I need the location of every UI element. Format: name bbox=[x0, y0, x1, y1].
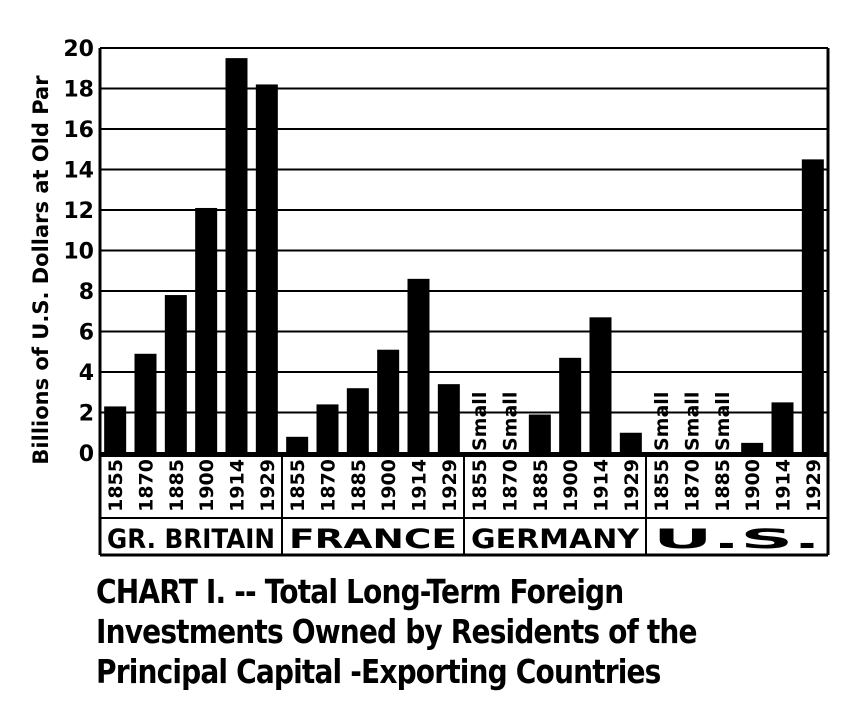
y-tick-label: 18 bbox=[63, 78, 94, 103]
bar bbox=[286, 436, 309, 453]
bar bbox=[619, 432, 642, 453]
x-tick-label: 1855 bbox=[105, 459, 127, 512]
small-note: Small bbox=[469, 392, 491, 451]
caption-line-3: Principal Capital -Exporting Countries bbox=[96, 652, 661, 691]
bar bbox=[528, 414, 551, 453]
x-tick-label: 1870 bbox=[682, 459, 704, 512]
y-tick-labels: 0 2 4 6 8 10 12 14 16 18 20 bbox=[63, 37, 94, 467]
small-note: Small bbox=[682, 392, 704, 451]
group-label: U.S. bbox=[653, 524, 821, 555]
y-axis-label: Billions of U.S. Dollars at Old Par bbox=[29, 75, 53, 465]
group-labels: GR. BRITAIN FRANCE GERMANY U.S. bbox=[107, 524, 821, 555]
bar bbox=[437, 384, 460, 453]
group-label: FRANCE bbox=[289, 524, 457, 555]
y-tick-label: 14 bbox=[63, 159, 94, 184]
bar bbox=[377, 349, 400, 453]
y-tick-label: 4 bbox=[79, 361, 94, 386]
bar bbox=[771, 402, 794, 453]
chart-caption: CHART I. -- Total Long-Term Foreign Inve… bbox=[96, 572, 725, 692]
small-note: Small bbox=[500, 392, 522, 451]
caption-line-2: Investments Owned by Residents of the bbox=[96, 612, 698, 651]
small-note: Small bbox=[712, 392, 734, 451]
y-tick-label: 20 bbox=[63, 37, 94, 62]
small-note: Small bbox=[651, 392, 673, 451]
y-tick-label: 10 bbox=[63, 240, 94, 265]
x-tick-label: 1870 bbox=[500, 459, 522, 512]
bar bbox=[164, 295, 187, 453]
bar bbox=[104, 406, 127, 453]
x-tick-label: 1885 bbox=[348, 459, 370, 512]
x-tick-label: 1900 bbox=[742, 459, 764, 512]
x-tick-label: 1900 bbox=[560, 459, 582, 512]
x-tick-label: 1929 bbox=[257, 459, 279, 512]
x-tick-label: 1900 bbox=[196, 459, 218, 512]
x-tick-label: 1855 bbox=[651, 459, 673, 512]
bar bbox=[801, 159, 824, 453]
bar bbox=[407, 278, 430, 453]
bars bbox=[104, 58, 824, 453]
bar bbox=[134, 353, 157, 453]
small-notes: Small Small Small Small Small bbox=[469, 392, 734, 451]
x-tick-label: 1885 bbox=[712, 459, 734, 512]
x-tick-label: 1929 bbox=[439, 459, 461, 512]
x-tick-label: 1855 bbox=[469, 459, 491, 512]
bar bbox=[195, 207, 218, 453]
x-tick-label: 1914 bbox=[773, 459, 795, 512]
plot-frame bbox=[98, 47, 830, 557]
x-tick-label: 1914 bbox=[227, 459, 249, 512]
x-tick-label: 1900 bbox=[378, 459, 400, 512]
group-label: GR. BRITAIN bbox=[107, 524, 275, 555]
y-tick-label: 6 bbox=[79, 321, 94, 346]
x-tick-label: 1914 bbox=[591, 459, 613, 512]
x-tick-label: 1885 bbox=[530, 459, 552, 512]
y-tick-label: 8 bbox=[79, 280, 94, 305]
x-tick-label: 1929 bbox=[803, 459, 825, 512]
group-label: GERMANY bbox=[471, 524, 639, 555]
x-tick-labels: 1855 1870 1885 1900 1914 1929 1855 1870 1885 1900… bbox=[105, 459, 825, 512]
bar bbox=[741, 442, 764, 453]
x-tick-label: 1929 bbox=[621, 459, 643, 512]
x-tick-label: 1870 bbox=[136, 459, 158, 512]
bar bbox=[589, 317, 612, 453]
x-tick-label: 1870 bbox=[318, 459, 340, 512]
x-tick-label: 1914 bbox=[409, 459, 431, 512]
bar bbox=[225, 58, 248, 453]
y-tick-label: 12 bbox=[63, 199, 94, 224]
bar bbox=[255, 84, 278, 453]
bar bbox=[346, 388, 369, 453]
bar bbox=[316, 404, 339, 453]
x-tick-label: 1885 bbox=[166, 459, 188, 512]
y-tick-label: 16 bbox=[63, 118, 94, 143]
y-tick-label: 0 bbox=[79, 442, 94, 467]
y-tick-label: 2 bbox=[79, 402, 94, 427]
caption-line-1: CHART I. -- Total Long-Term Foreign bbox=[96, 572, 624, 611]
bar bbox=[559, 357, 582, 453]
x-tick-label: 1855 bbox=[287, 459, 309, 512]
